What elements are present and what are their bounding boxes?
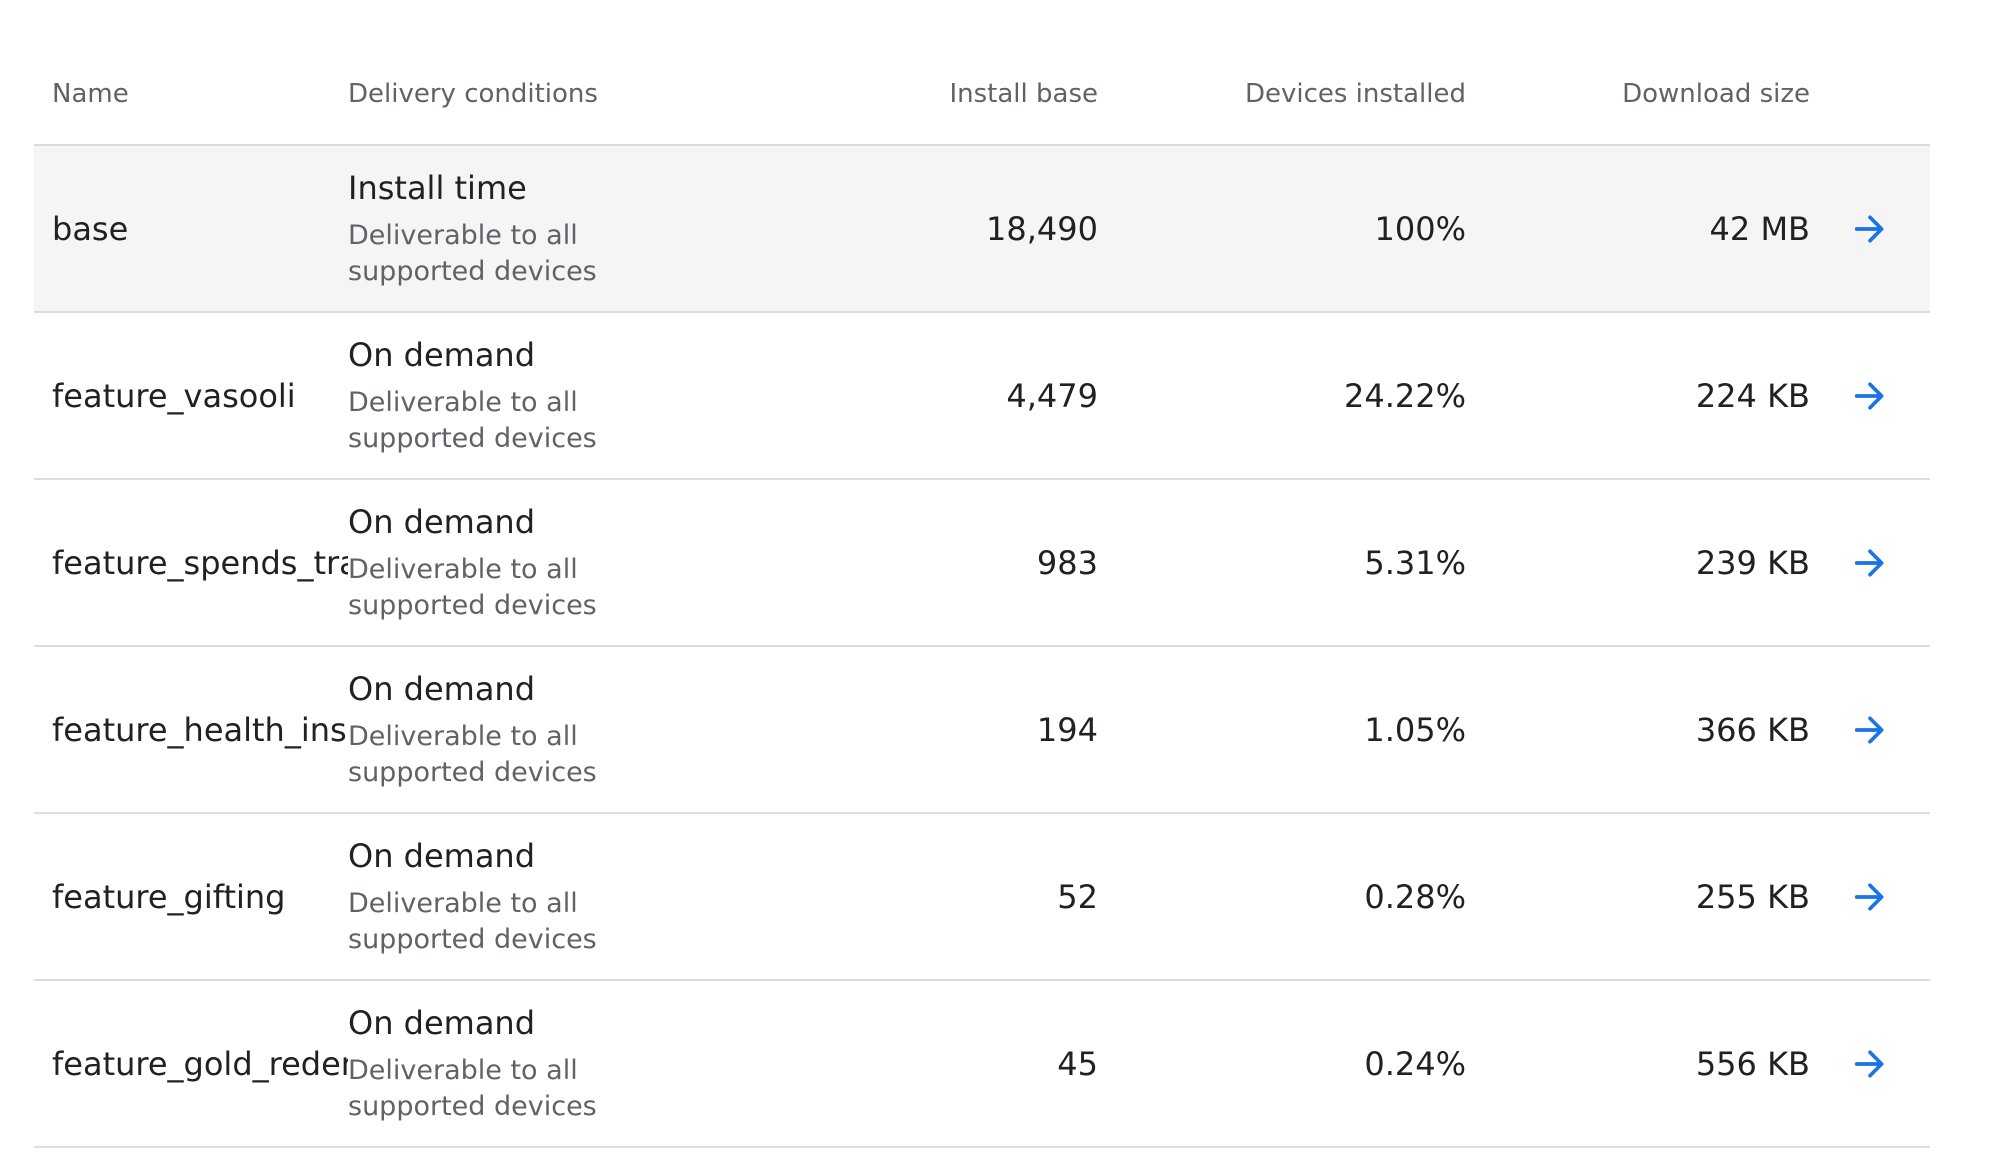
delivery-description: Deliverable to all supported devices [348,1054,597,1122]
arrow-right-icon[interactable] [1844,203,1896,255]
delivery-conditions: On demand Deliverable to all supported d… [348,335,726,457]
delivery-conditions: On demand Deliverable to all supported d… [348,502,726,624]
row-action [1810,1038,1930,1090]
header-name[interactable]: Name [52,79,129,109]
delivery-conditions: On demand Deliverable to all supported d… [348,836,726,958]
arrow-right-icon[interactable] [1844,871,1896,923]
row-action [1810,871,1930,923]
header-delivery-conditions[interactable]: Delivery conditions [348,79,598,109]
install-base-value: 18,490 [986,209,1098,248]
row-action [1810,370,1930,422]
row-action [1810,537,1930,589]
table-row[interactable]: feature_spends_trac On demand Deliverabl… [34,480,1930,647]
arrow-right-icon[interactable] [1844,537,1896,589]
module-name: feature_vasooli [52,376,296,415]
download-size-value: 366 KB [1695,710,1810,749]
download-size-value: 224 KB [1695,376,1810,415]
devices-installed-value: 0.24% [1364,1044,1466,1083]
delivery-conditions: On demand Deliverable to all supported d… [348,669,726,791]
delivery-description: Deliverable to all supported devices [348,887,597,955]
header-install-base[interactable]: Install base [949,79,1098,109]
delivery-type: On demand [348,502,536,541]
arrow-right-icon[interactable] [1844,370,1896,422]
install-base-value: 45 [1057,1044,1098,1083]
install-base-value: 194 [1036,710,1098,749]
arrow-right-icon[interactable] [1844,704,1896,756]
install-base-value: 4,479 [1006,376,1098,415]
install-base-value: 983 [1036,543,1098,582]
delivery-description: Deliverable to all supported devices [348,553,597,621]
arrow-right-icon[interactable] [1844,1038,1896,1090]
module-name: feature_spends_trac [52,543,348,582]
download-size-value: 42 MB [1709,209,1810,248]
table-row[interactable]: feature_vasooli On demand Deliverable to… [34,313,1930,480]
delivery-description: Deliverable to all supported devices [348,386,597,454]
delivery-type: On demand [348,669,536,708]
delivery-type: Install time [348,168,527,207]
table-row[interactable]: feature_health_insu On demand Deliverabl… [34,647,1930,814]
table-row[interactable]: feature_gifting On demand Deliverable to… [34,814,1930,981]
delivery-type: On demand [348,335,536,374]
devices-installed-value: 24.22% [1343,376,1466,415]
devices-installed-value: 1.05% [1364,710,1466,749]
download-size-value: 255 KB [1695,877,1810,916]
module-name: base [52,209,129,248]
devices-installed-value: 100% [1374,209,1466,248]
devices-installed-value: 0.28% [1364,877,1466,916]
delivery-type: On demand [348,836,536,875]
table-header: Name Delivery conditions Install base De… [34,44,1930,146]
delivery-description: Deliverable to all supported devices [348,720,597,788]
install-base-value: 52 [1057,877,1098,916]
modules-table: Name Delivery conditions Install base De… [34,44,1930,1148]
row-action [1810,203,1930,255]
delivery-conditions: Install time Deliverable to all supporte… [348,168,726,290]
header-download-size[interactable]: Download size [1622,79,1810,109]
row-action [1810,704,1930,756]
download-size-value: 239 KB [1695,543,1810,582]
table-row[interactable]: feature_gold_redem On demand Deliverable… [34,981,1930,1148]
table-row[interactable]: base Install time Deliverable to all sup… [34,146,1930,313]
module-name: feature_gold_redem [52,1044,348,1083]
module-name: feature_health_insu [52,710,348,749]
delivery-conditions: On demand Deliverable to all supported d… [348,1003,726,1125]
devices-installed-value: 5.31% [1364,543,1466,582]
download-size-value: 556 KB [1695,1044,1810,1083]
delivery-type: On demand [348,1003,536,1042]
header-devices-installed[interactable]: Devices installed [1244,79,1466,109]
delivery-description: Deliverable to all supported devices [348,219,597,287]
module-name: feature_gifting [52,877,286,916]
